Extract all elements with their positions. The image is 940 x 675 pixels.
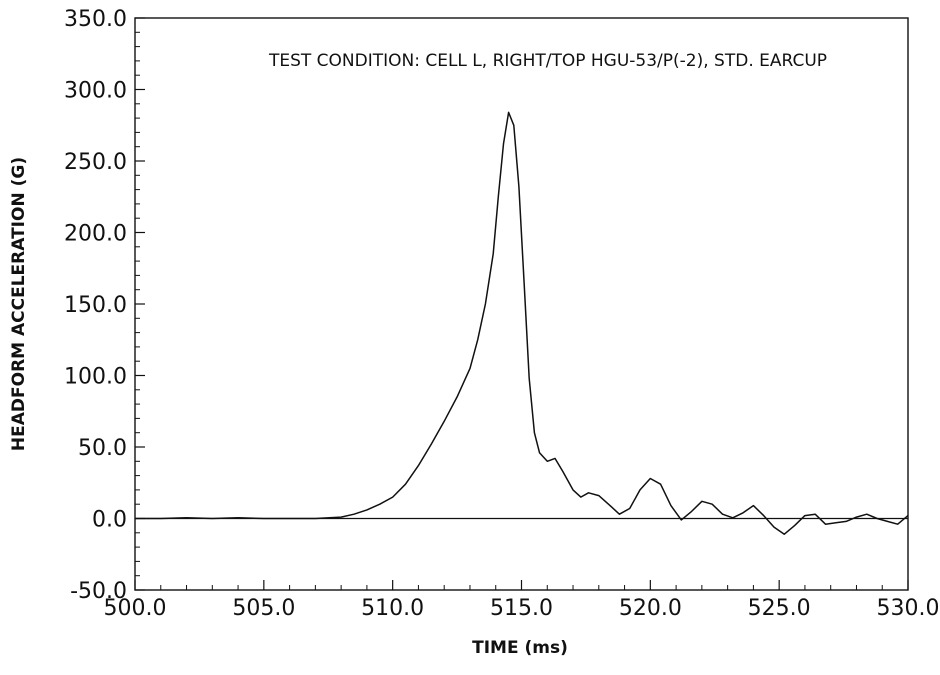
- y-tick-label: -50.0: [70, 579, 127, 604]
- x-tick-label: 520.0: [619, 596, 682, 621]
- y-tick-label: 100.0: [64, 365, 127, 390]
- y-tick-label: 300.0: [64, 79, 127, 104]
- y-axis-label: HEADFORM ACCELERATION (G): [9, 157, 29, 451]
- y-tick-label: 200.0: [64, 222, 127, 247]
- x-tick-label: 515.0: [490, 596, 553, 621]
- x-axis-label: TIME (ms): [472, 638, 568, 658]
- plot-frame: [134, 17, 909, 591]
- x-axis-ticks: 500.0 505.0 510.0 515.0 520.0 525.0 530.0: [104, 580, 940, 621]
- y-tick-label: 50.0: [78, 436, 127, 461]
- x-tick-label: 500.0: [104, 596, 167, 621]
- x-tick-label: 505.0: [232, 596, 295, 621]
- y-axis-ticks: -50.0 0.0 50.0 100.0 150.0 200.0 250.0 300.0 350…: [64, 7, 145, 604]
- x-tick-label: 525.0: [748, 596, 811, 621]
- y-tick-label: 150.0: [64, 293, 127, 318]
- series-line-acceleration: [135, 111, 909, 535]
- x-tick-label: 510.0: [361, 596, 424, 621]
- y-tick-label: 350.0: [64, 7, 127, 32]
- y-tick-label: 250.0: [64, 150, 127, 175]
- x-tick-label: 530.0: [877, 596, 940, 621]
- test-condition-annotation: TEST CONDITION: CELL L, RIGHT/TOP HGU-53…: [268, 51, 827, 71]
- y-tick-label: 0.0: [92, 508, 127, 533]
